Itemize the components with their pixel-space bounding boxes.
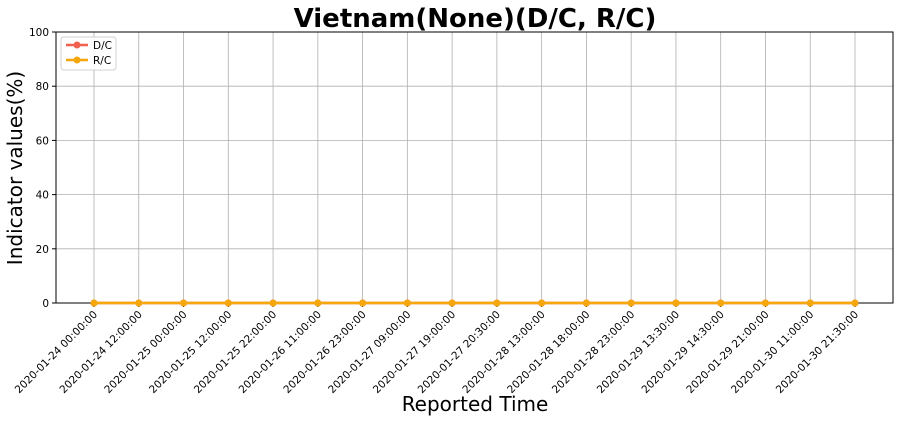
- x-tick-label: 2020-01-26 23:00:00: [281, 309, 368, 396]
- data-point: [180, 299, 188, 307]
- data-point: [269, 299, 277, 307]
- data-point: [359, 299, 367, 307]
- legend-label: R/C: [93, 55, 111, 67]
- x-tick-label: 2020-01-26 11:00:00: [237, 309, 324, 396]
- chart-title: Vietnam(None)(D/C, R/C): [294, 4, 657, 34]
- data-point: [806, 299, 814, 307]
- legend-swatch-marker: [73, 41, 81, 49]
- data-point: [314, 299, 322, 307]
- x-tick-label: 2020-01-29 14:30:00: [639, 309, 726, 396]
- x-tick-label: 2020-01-27 19:00:00: [371, 309, 458, 396]
- data-point: [761, 299, 769, 307]
- data-point: [851, 299, 859, 307]
- grid: [56, 31, 893, 304]
- y-tick-label: 100: [29, 27, 49, 39]
- x-tick-label: 2020-01-25 00:00:00: [102, 309, 189, 396]
- x-tick-label: 2020-01-28 13:00:00: [460, 309, 547, 396]
- y-tick-label: 60: [36, 135, 49, 147]
- plot-frame: [55, 31, 894, 304]
- x-tick-label: 2020-01-30 21:30:00: [774, 309, 861, 396]
- x-tick-label: 2020-01-25 12:00:00: [147, 309, 234, 396]
- series-layer: [90, 299, 859, 307]
- data-point: [448, 299, 456, 307]
- data-point: [403, 299, 411, 307]
- x-tick-label: 2020-01-29 13:30:00: [595, 309, 682, 396]
- legend: D/C R/C: [60, 36, 117, 71]
- x-tick-label: 2020-01-25 22:00:00: [192, 309, 279, 396]
- y-axis: 0 20 40 60 80 100: [29, 27, 56, 310]
- data-point: [717, 299, 725, 307]
- y-tick-label: 40: [36, 190, 49, 202]
- y-axis-label: Indicator values(%): [3, 71, 27, 265]
- data-point: [135, 299, 143, 307]
- x-tick-label: 2020-01-27 09:00:00: [326, 309, 413, 396]
- x-tick-label: 2020-01-28 23:00:00: [550, 309, 637, 396]
- x-tick-label: 2020-01-29 21:00:00: [684, 309, 771, 396]
- data-point: [627, 299, 635, 307]
- data-point: [538, 299, 546, 307]
- data-point: [224, 299, 232, 307]
- x-tick-label: 2020-01-24 12:00:00: [58, 309, 145, 396]
- legend-swatch-marker: [73, 56, 81, 64]
- x-axis-label: Reported Time: [402, 392, 549, 416]
- y-tick-label: 80: [36, 81, 49, 93]
- x-tick-label: 2020-01-30 11:00:00: [729, 309, 816, 396]
- y-tick-label: 20: [36, 244, 49, 256]
- data-point: [582, 299, 590, 307]
- x-tick-label: 2020-01-27 20:30:00: [416, 309, 503, 396]
- legend-label: D/C: [93, 40, 112, 52]
- data-point: [90, 299, 98, 307]
- data-point: [493, 299, 501, 307]
- x-tick-label: 2020-01-24 00:00:00: [13, 309, 100, 396]
- x-tick-label: 2020-01-28 18:00:00: [505, 309, 592, 396]
- data-point: [672, 299, 680, 307]
- y-tick-label: 0: [42, 298, 49, 310]
